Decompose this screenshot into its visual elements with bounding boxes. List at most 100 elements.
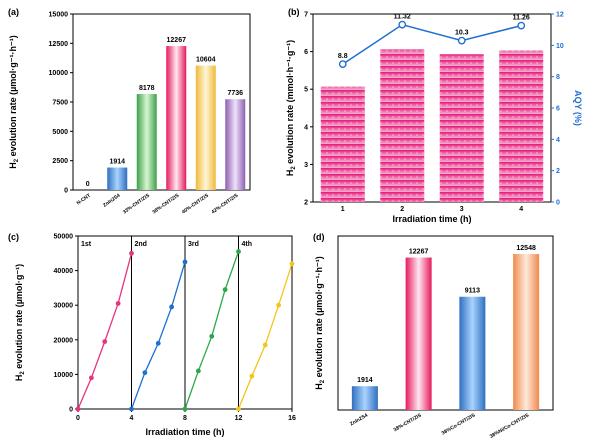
y-tick-label: 12500 [49, 41, 69, 48]
x-category-label: 33%-CNT/ZIS [122, 192, 151, 215]
aqy-value-label: 8.8 [338, 53, 348, 60]
y-right-tick-label: 12 [556, 12, 564, 19]
bar-value-label: 0 [86, 181, 90, 188]
cycle-point [169, 304, 175, 310]
y-tick-label: 20000 [54, 337, 74, 344]
x-category-label: 38%Co-CNT/ZIS [441, 412, 477, 436]
bar-ZnIn2S4 [351, 386, 378, 410]
panel-c-xlabel: Irradiation time (h) [145, 427, 224, 437]
panel-c-label: (c) [8, 232, 19, 242]
cycle-point [195, 368, 201, 374]
panel-d-frame [337, 235, 554, 411]
cycle-line-1 [77, 253, 133, 410]
y-right-tick-label: 2 [556, 168, 560, 175]
cycle-point [276, 302, 282, 308]
y-right-tick-label: 10 [556, 43, 564, 50]
cycle-point [236, 406, 241, 412]
bar-42%-CNT/ZIS [225, 99, 246, 190]
bar-value-label: 7736 [227, 90, 243, 97]
y-right-tick-label: 4 [556, 137, 560, 144]
bar-value-label: 12267 [409, 249, 429, 256]
aqy-value-label: 11.26 [513, 15, 530, 22]
y-tick-label: 7 [304, 12, 308, 19]
aqy-point [457, 36, 466, 45]
y-tick-label: 5 [304, 87, 308, 94]
y-tick-label: 2500 [52, 158, 68, 165]
bar-value-label: 8178 [139, 85, 155, 92]
cycle-point [115, 301, 121, 306]
cycle-point [142, 370, 148, 376]
y-tick-label: 5000 [52, 129, 68, 136]
panel-d-ylabel: H2 evolution rate (µmol·g⁻¹·h⁻¹) [314, 256, 326, 390]
bar-run-4 [499, 50, 544, 202]
y-tick-label: 30000 [54, 303, 74, 310]
x-tick-label: 4 [130, 415, 134, 422]
cycle-point [262, 342, 268, 348]
panel-c-ylabel: H2 evolution rate (µmol·g⁻¹) [14, 264, 26, 381]
y-tick-label: 0 [64, 188, 68, 195]
bar-33%-CNT/ZIS [136, 94, 157, 190]
y-tick-label: 0 [69, 407, 73, 414]
y-tick-label: 3 [304, 162, 308, 169]
panel-a-ylabel: H2 evolution rate (µmol·g⁻¹·h⁻¹) [8, 35, 20, 169]
panel-b-label: (b) [288, 7, 300, 17]
bar-run-3 [439, 54, 484, 203]
cycle-point [289, 261, 295, 267]
x-category-label: 42%-CNT/ZIS [210, 192, 239, 215]
x-tick-label: 1 [341, 206, 345, 213]
aqy-point [338, 60, 347, 69]
x-category-label: ZnIn2S4 [102, 193, 122, 209]
cycle-line-3 [184, 251, 240, 410]
x-tick-label: 0 [76, 415, 80, 422]
y-right-tick-label: 6 [556, 106, 560, 113]
x-tick-label: 16 [288, 415, 296, 422]
cycle-point [182, 406, 188, 412]
aqy-point [398, 20, 407, 29]
y-tick-label: 10000 [54, 372, 74, 379]
bar-value-label: 9113 [465, 288, 480, 295]
cycle-point [249, 373, 255, 379]
x-tick-label: 8 [183, 415, 187, 422]
x-category-label: N-CNT [76, 193, 92, 207]
cycle-point [129, 250, 134, 256]
bar-run-2 [380, 49, 425, 203]
y-tick-label: 4 [304, 124, 308, 131]
panel-b-ylabel-right: AQY (%) [573, 90, 583, 126]
run-label: 4th [242, 241, 253, 248]
x-category-label: 38%Ni/Co-CNT/ZIS [489, 412, 531, 440]
bar-value-label: 10604 [196, 57, 216, 64]
aqy-line [342, 23, 522, 65]
x-tick-label: 2 [400, 206, 404, 213]
bar-value-label: 1914 [357, 377, 373, 384]
bar-value-label: 12548 [516, 245, 536, 252]
run-label: 1st [81, 241, 92, 248]
cycle-point [88, 375, 94, 381]
x-category-label: 38%-CNT/ZIS [151, 192, 180, 215]
y-tick-label: 6 [304, 49, 308, 56]
x-tick-label: 3 [460, 206, 464, 213]
cycle-point [222, 287, 228, 293]
panel-b-ylabel: H2 evolution rate (mmol·h⁻¹·g⁻¹) [285, 40, 297, 176]
y-tick-label: 40000 [54, 268, 74, 275]
aqy-point [517, 21, 526, 30]
cycle-point [236, 249, 241, 254]
y-tick-label: 15000 [49, 12, 69, 19]
bar-value-label: 1914 [109, 159, 125, 166]
bar-run-1 [320, 86, 365, 202]
y-right-tick-label: 0 [556, 200, 560, 207]
y-tick-label: 50000 [54, 234, 74, 241]
cycle-point [129, 406, 134, 412]
cycle-point [155, 340, 161, 346]
bar-38%-CNT/ZIS [166, 46, 187, 190]
bar-ZnIn2S4 [107, 167, 128, 190]
bar-38%Ni/Co-CNT/ZIS [513, 254, 540, 410]
cycle-point [209, 333, 215, 339]
aqy-value-label: 11.32 [394, 14, 411, 21]
y-tick-label: 2 [304, 200, 308, 207]
y-tick-label: 10000 [49, 70, 69, 77]
y-right-tick-label: 8 [556, 74, 560, 81]
bar-38%-CNT/ZIS [405, 257, 432, 410]
bar-40%-CNT/ZIS [195, 65, 216, 190]
x-tick-label: 4 [519, 206, 523, 213]
